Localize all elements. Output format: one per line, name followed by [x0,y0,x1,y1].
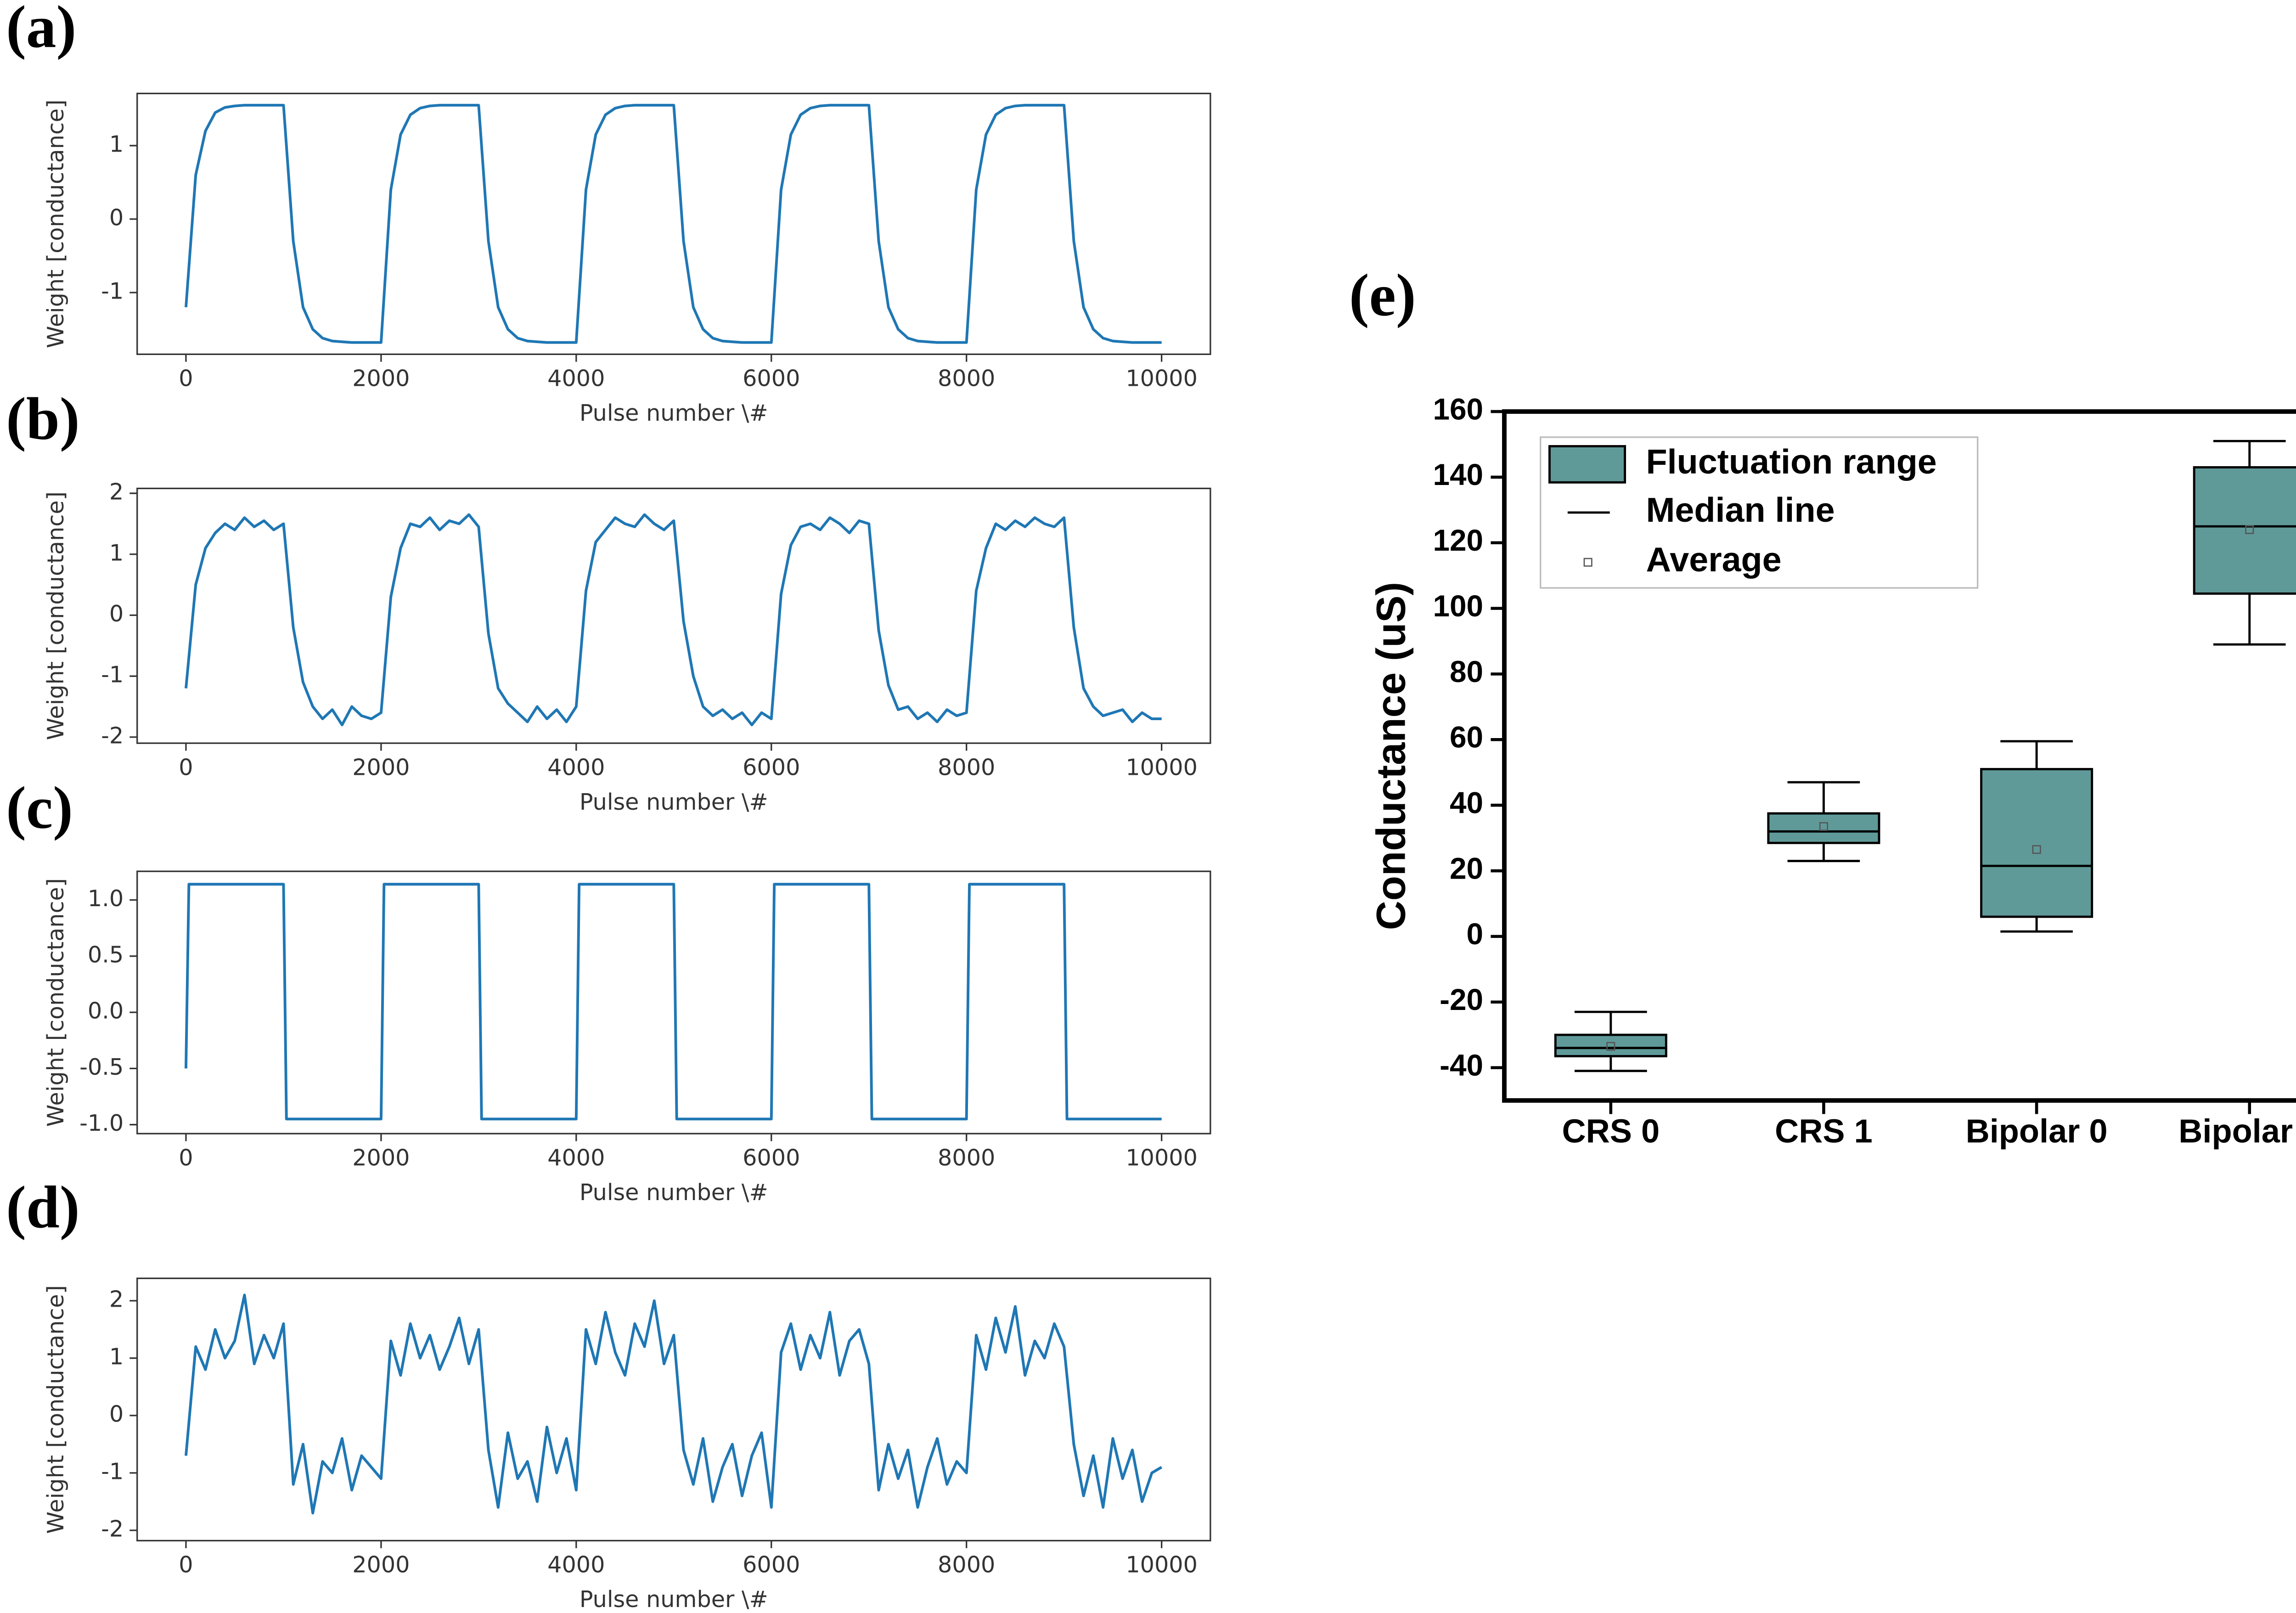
x-tick-label: 8000 [938,365,995,392]
y-tick-label: 0.5 [88,941,124,968]
y-tick-label: 1.0 [88,885,124,912]
plot-frame [1502,409,2296,1103]
y-tick-label: 0 [109,204,124,231]
x-tick-label: 0 [179,754,193,780]
data-line [184,104,1162,344]
y-tick-label: 20 [1450,852,1483,885]
y-tick-label: 140 [1433,458,1484,491]
y-tick-label: 0 [1467,917,1484,951]
y-tick-label: 0 [109,600,124,627]
x-tick-label: 2000 [352,1551,410,1578]
x-tick-label: 10000 [1125,754,1198,780]
panel-label: (e) [1349,262,1416,329]
y-tick-label: -40 [1440,1049,1483,1082]
x-tick-label: 4000 [547,1145,605,1171]
x-tick-label: 10000 [1125,1145,1198,1171]
y-tick-label: 80 [1450,655,1483,688]
mean-marker [1819,822,1828,831]
x-tick-label: 6000 [743,754,800,780]
y-axis-title: Weight [conductance] [42,491,69,740]
panel-label: (d) [6,1174,79,1241]
y-tick-label: 1 [109,539,124,566]
x-tick-label: 10000 [1125,1551,1198,1578]
x-tick-label: 10000 [1125,365,1198,392]
y-tick-label: 40 [1450,786,1483,820]
x-tick-label: 6000 [743,1551,800,1578]
mean-marker [2245,525,2254,534]
x-tick-label: Bipolar 0 [1966,1113,2108,1150]
legend-swatch [1583,558,1593,567]
y-tick-label: 0.0 [88,998,124,1024]
x-tick-label: 0 [179,1551,193,1578]
legend-label: Fluctuation range [1646,442,1937,481]
x-tick-label: CRS 0 [1562,1113,1660,1150]
panel-label: (a) [6,0,76,60]
legend-label: Average [1646,540,1782,579]
legend-label: Median line [1646,491,1835,529]
x-tick-label: 4000 [547,1551,605,1578]
x-tick-label: 8000 [938,1551,995,1578]
legend-swatch [1548,445,1626,484]
panel-label: (b) [6,386,79,452]
x-axis-title: Pulse number \# [580,1586,768,1613]
mean-marker [2032,845,2041,854]
x-tick-label: 0 [179,1145,193,1171]
y-tick-label: 160 [1433,392,1484,426]
y-tick-label: -0.5 [79,1054,124,1080]
x-tick-label: 6000 [743,365,800,392]
data-line [184,883,1162,1121]
x-tick-label: Bipolar 1 [2178,1113,2296,1150]
y-tick-label: 0 [109,1401,124,1427]
x-tick-label: 2000 [352,754,410,780]
y-tick-label: 120 [1433,524,1484,557]
y-tick-label: -1 [101,1458,124,1484]
y-tick-label: 1 [109,1343,124,1370]
x-axis-title: Pulse number \# [580,400,768,426]
x-tick-label: 0 [179,365,193,392]
plot-frame [136,870,1211,1134]
x-tick-label: 4000 [547,754,605,780]
y-tick-label: -1 [101,277,124,304]
y-tick-label: -2 [101,722,124,749]
x-tick-label: 8000 [938,1145,995,1171]
mean-marker [1606,1042,1615,1051]
data-line [184,1293,1163,1515]
plot-frame [136,1277,1211,1542]
y-tick-label: 2 [109,1286,124,1313]
panel-label: (c) [6,775,73,841]
y-axis-title: Weight [conductance] [42,878,69,1127]
y-axis-title: Conductance (uS) [1368,582,1414,930]
data-line [184,513,1162,727]
x-tick-label: 8000 [938,754,995,780]
x-tick-label: 6000 [743,1145,800,1171]
y-tick-label: -1.0 [79,1110,124,1136]
box [1554,1033,1667,1058]
y-tick-label: -20 [1440,983,1483,1016]
x-axis-title: Pulse number \# [580,789,768,815]
y-tick-label: -2 [101,1515,124,1542]
x-axis-title: Pulse number \# [580,1179,768,1206]
y-tick-label: 60 [1450,721,1483,754]
box [1980,768,2093,918]
plot-frame [136,92,1211,355]
x-tick-label: 2000 [352,365,410,392]
y-axis-title: Weight [conductance] [42,1285,69,1534]
y-tick-label: 2 [109,479,124,505]
y-tick-label: 100 [1433,589,1484,623]
y-axis-title: Weight [conductance] [42,100,69,348]
box [2193,466,2296,595]
plot-frame [136,487,1211,744]
x-tick-label: CRS 1 [1775,1113,1873,1150]
y-tick-label: 1 [109,131,124,158]
y-tick-label: -1 [101,661,124,688]
x-tick-label: 2000 [352,1145,410,1171]
box [1767,812,1880,844]
x-tick-label: 4000 [547,365,605,392]
